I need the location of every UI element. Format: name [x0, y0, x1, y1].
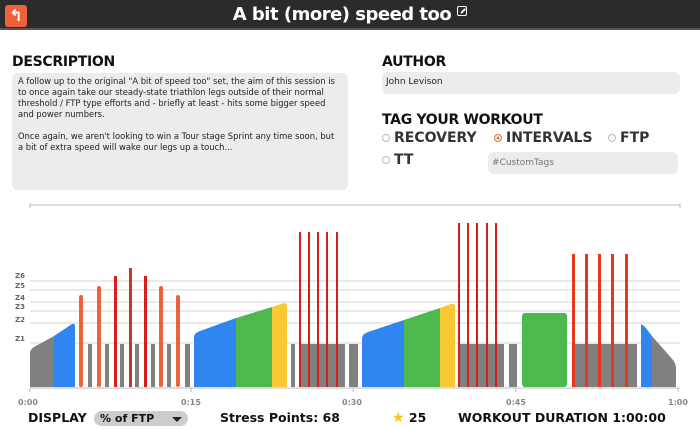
- display-dropdown[interactable]: % of FTP: [94, 411, 189, 426]
- svg-text:Z6: Z6: [15, 272, 25, 280]
- rating-value: 25: [408, 410, 427, 425]
- svg-text:Z4: Z4: [15, 294, 25, 302]
- radio-icon: [608, 134, 616, 142]
- steady-green-block: [522, 313, 567, 387]
- description-textarea[interactable]: A follow up to the original "A bit of sp…: [12, 73, 348, 190]
- sprint-block-3: [458, 223, 517, 387]
- time-axis-labels: 0:00 0:15 0:30 0:45 1:00: [18, 398, 688, 407]
- cooldown-blue-segment: [641, 324, 652, 387]
- radio-label: INTERVALS: [506, 130, 593, 146]
- tag-radio-recovery[interactable]: RECOVERY: [382, 130, 477, 146]
- workout-chart: Z6 Z5 Z4 Z3 Z2 Z1 0:00 0:15 0:30 0:45 1:…: [15, 203, 688, 407]
- edit-icon[interactable]: [457, 6, 468, 16]
- zone-labels: Z6 Z5 Z4 Z3 Z2 Z1: [15, 272, 25, 343]
- svg-text:0:15: 0:15: [181, 398, 201, 407]
- warmup-blue-segment: [54, 323, 75, 387]
- stress-points: Stress Points: 68: [220, 410, 340, 425]
- zone-gridlines: [30, 280, 680, 344]
- sprint-block-4: [572, 254, 637, 387]
- svg-text:0:45: 0:45: [506, 398, 526, 407]
- svg-text:Z3: Z3: [15, 303, 25, 311]
- cooldown-gray-segment: [652, 336, 676, 387]
- tag-radio-intervals[interactable]: INTERVALS: [494, 130, 593, 146]
- radio-selected-icon: [494, 134, 502, 142]
- svg-text:Z2: Z2: [15, 316, 25, 324]
- radio-label: TT: [394, 152, 414, 168]
- star-icon: ★: [392, 410, 405, 426]
- chevron-down-icon: [172, 416, 183, 422]
- description-paragraph: A follow up to the original "A bit of sp…: [18, 76, 335, 119]
- back-button[interactable]: ↰: [5, 5, 27, 27]
- svg-text:0:30: 0:30: [342, 398, 362, 407]
- radio-label: RECOVERY: [394, 130, 477, 146]
- svg-text:1:00: 1:00: [668, 398, 688, 407]
- description-paragraph: Once again, we aren't looking to win a T…: [18, 131, 335, 152]
- warmup-gray-segment: [30, 336, 54, 387]
- display-label: DISPLAY: [28, 410, 87, 425]
- ramp-block-2: [362, 303, 455, 387]
- ramp-block-1: [185, 303, 295, 387]
- tag-radio-ftp[interactable]: FTP: [608, 130, 649, 146]
- workout-title: A bit (more) speed too: [232, 4, 452, 25]
- svg-text:0:00: 0:00: [18, 398, 38, 407]
- svg-text:Z1: Z1: [15, 335, 25, 343]
- workout-duration: WORKOUT DURATION 1:00:00: [458, 410, 666, 425]
- svg-text:Z5: Z5: [15, 282, 25, 290]
- back-arrow-icon: ↰: [9, 6, 23, 25]
- tag-radio-tt[interactable]: TT: [382, 152, 413, 168]
- description-label: DESCRIPTION: [12, 54, 115, 70]
- sprint-block-2: [299, 232, 358, 387]
- custom-tags-input[interactable]: [488, 152, 678, 174]
- radio-icon: [382, 134, 390, 142]
- top-bar: ↰ A bit (more) speed too: [0, 0, 700, 30]
- radio-label: FTP: [620, 130, 650, 146]
- display-value: % of FTP: [100, 412, 155, 425]
- footer-bar: DISPLAY % of FTP Stress Points: 68 ★ 25 …: [0, 408, 700, 429]
- page-title: A bit (more) speed too: [0, 4, 700, 25]
- tag-workout-label: TAG YOUR WORKOUT: [382, 112, 543, 128]
- sprint-block-1: [79, 268, 190, 387]
- radio-icon: [382, 156, 390, 164]
- author-input[interactable]: John Levison: [382, 72, 680, 94]
- author-label: AUTHOR: [382, 54, 446, 70]
